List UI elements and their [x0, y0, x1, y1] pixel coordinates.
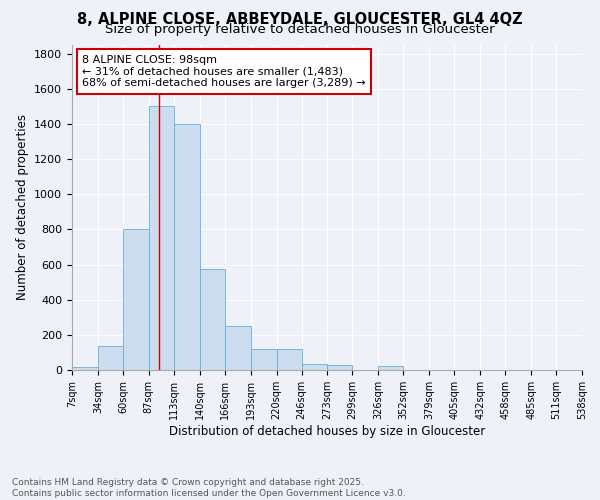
Bar [149, 106, 174, 370]
Bar [251, 349, 277, 370]
Bar [379, 366, 403, 370]
Text: Size of property relative to detached houses in Gloucester: Size of property relative to detached ho… [105, 22, 495, 36]
X-axis label: Distribution of detached houses by size in Gloucester: Distribution of detached houses by size … [169, 424, 485, 438]
Bar [72, 368, 98, 370]
Bar [123, 230, 149, 370]
Text: 8 ALPINE CLOSE: 98sqm
← 31% of detached houses are smaller (1,483)
68% of semi-d: 8 ALPINE CLOSE: 98sqm ← 31% of detached … [82, 54, 366, 88]
Bar [328, 364, 352, 370]
Bar [200, 269, 225, 370]
Bar [277, 349, 302, 370]
Text: Contains HM Land Registry data © Crown copyright and database right 2025.
Contai: Contains HM Land Registry data © Crown c… [12, 478, 406, 498]
Bar [98, 346, 123, 370]
Y-axis label: Number of detached properties: Number of detached properties [16, 114, 29, 300]
Bar [302, 364, 328, 370]
Bar [174, 124, 200, 370]
Bar [225, 326, 251, 370]
Text: 8, ALPINE CLOSE, ABBEYDALE, GLOUCESTER, GL4 4QZ: 8, ALPINE CLOSE, ABBEYDALE, GLOUCESTER, … [77, 12, 523, 28]
